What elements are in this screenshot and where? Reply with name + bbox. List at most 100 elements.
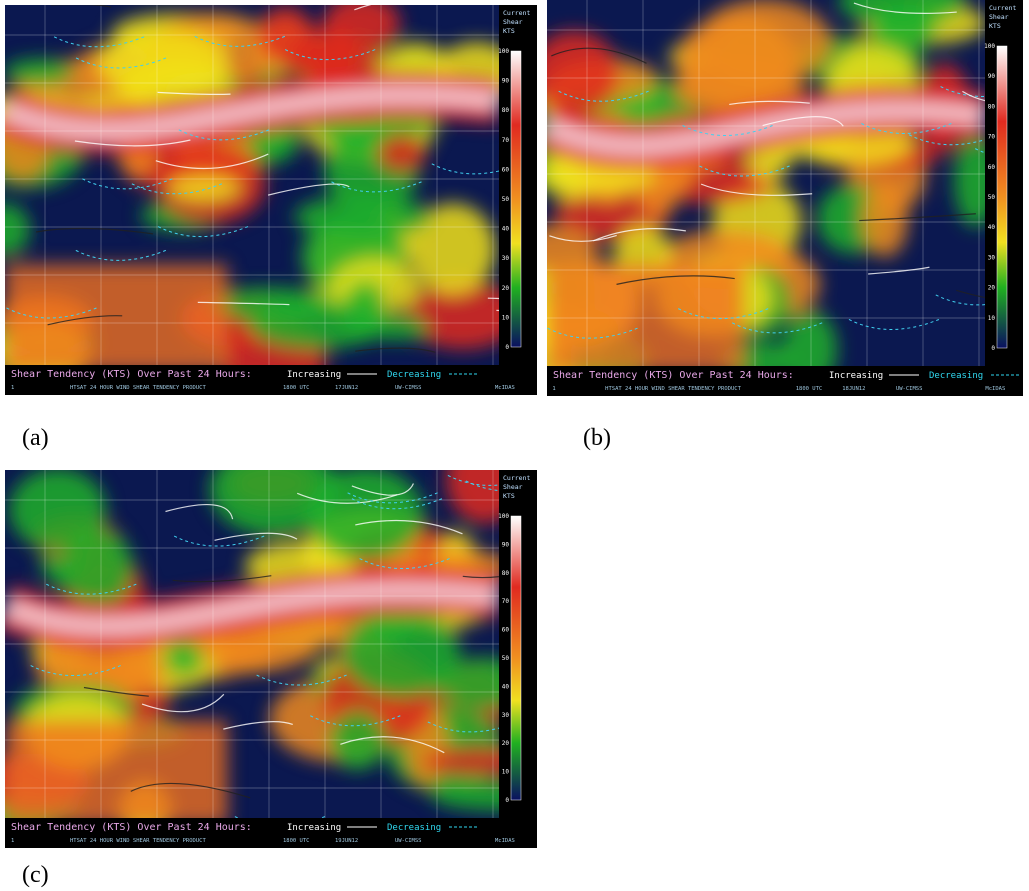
shear-blob: [34, 630, 164, 700]
shear-blob: [257, 6, 314, 65]
contour: [487, 297, 499, 300]
colorbar-tick-label: 100: [498, 513, 509, 520]
colorbar-title: Shear: [503, 18, 523, 26]
contour: [956, 289, 985, 299]
shear-blob: [323, 5, 401, 52]
colorbar-tick-label: 50: [988, 194, 996, 201]
contour-dashed: [310, 715, 401, 727]
panel-label: (a): [22, 425, 49, 451]
colorbar-tick-label: 80: [502, 107, 510, 114]
colorbar-title: KTS: [503, 27, 515, 35]
colorbar-title: Shear: [503, 483, 523, 491]
contour: [593, 228, 686, 242]
contour: [351, 483, 414, 496]
contour-dashed: [284, 49, 376, 61]
footer-time: 1800 UTC: [283, 838, 310, 844]
shear-blob: [446, 470, 499, 524]
colorbar-title: Current: [503, 9, 530, 17]
colorbar-title: KTS: [503, 492, 515, 500]
contour-dashed: [427, 721, 499, 733]
contour: [155, 153, 269, 170]
legend-increasing: Increasing: [829, 371, 883, 381]
footer-software: McIDAS: [495, 385, 515, 391]
contour: [354, 5, 372, 11]
colorbar: [996, 45, 1008, 349]
contour: [462, 575, 499, 579]
colorbar-tick-label: 20: [988, 285, 996, 292]
shear-blob: [167, 175, 241, 202]
footer-frame: 1: [11, 838, 14, 844]
contour-dashed: [731, 322, 823, 334]
contour-dashed: [30, 665, 121, 677]
map-panel: CurrentShearKTS1009080706050403020100She…: [5, 470, 537, 848]
contour: [141, 693, 225, 713]
colorbar-tick-label: 60: [502, 627, 510, 634]
contour: [853, 2, 957, 14]
legend-title: Shear Tendency (KTS) Over Past 24 Hours:: [11, 822, 252, 833]
colorbar-tick-label: 70: [502, 598, 510, 605]
contour: [859, 213, 976, 222]
footer-date: 18JUN12: [842, 386, 865, 392]
contour-dashed: [359, 558, 450, 570]
colorbar-tick-label: 60: [988, 164, 996, 171]
contour: [35, 227, 154, 235]
contour-dashed: [974, 148, 985, 154]
shear-field: [5, 5, 499, 365]
contour: [74, 139, 191, 147]
colorbar-tick-label: 10: [988, 315, 996, 322]
shear-blob: [405, 280, 499, 350]
colorbar-tick-label: 40: [988, 224, 996, 231]
panel-label: (b): [583, 425, 611, 451]
legend-decreasing: Decreasing: [387, 370, 441, 380]
jet-core: [547, 103, 985, 153]
contour-dashed: [46, 583, 137, 595]
contour-dashed: [940, 86, 985, 98]
legend-increasing: Increasing: [287, 370, 341, 380]
contour: [172, 575, 272, 583]
contour-dashed: [178, 129, 269, 141]
contour-dashed: [347, 492, 438, 504]
map-panel: CurrentShearKTS1009080706050403020100She…: [5, 5, 537, 395]
colorbar-tick-label: 80: [502, 570, 510, 577]
contour: [868, 266, 930, 275]
shear-blob: [954, 134, 985, 227]
shear-blob: [676, 15, 799, 110]
footer-software: McIDAS: [495, 838, 515, 844]
contour: [962, 90, 985, 102]
shear-field: [547, 0, 985, 366]
colorbar-tick-label: 0: [991, 345, 995, 352]
footer-product: HTSAT 24 HOUR WIND SHEAR TENDENCY PRODUC…: [70, 838, 206, 844]
colorbar-title: Current: [989, 4, 1016, 12]
contour: [267, 183, 350, 196]
shear-blob: [422, 747, 499, 776]
shear-blob: [377, 133, 426, 173]
colorbar-tick-label: 20: [502, 285, 510, 292]
colorbar-tick-label: 70: [988, 134, 996, 141]
footer-source: UW-CIMSS: [896, 386, 923, 392]
colorbar-tick-label: 30: [502, 712, 510, 719]
shear-blob: [877, 4, 932, 31]
footer-source: UW-CIMSS: [395, 385, 422, 391]
map: [5, 5, 499, 365]
shear-blob: [782, 310, 838, 366]
colorbar-tick-label: 10: [502, 769, 510, 776]
contour-dashed: [75, 249, 167, 261]
contour-dashed: [447, 474, 499, 486]
legend-title: Shear Tendency (KTS) Over Past 24 Hours:: [11, 369, 252, 380]
contour: [223, 721, 293, 730]
contour: [83, 686, 149, 697]
colorbar-tick-label: 10: [502, 314, 510, 321]
shear-blob: [547, 30, 619, 117]
shear-blob: [61, 527, 134, 609]
map: [547, 0, 985, 366]
colorbar-tick-label: 30: [502, 255, 510, 262]
contour-dashed: [157, 226, 249, 238]
shear-blob: [5, 203, 30, 256]
contour: [549, 234, 617, 242]
colorbar-tick-label: 100: [498, 48, 509, 55]
contour: [700, 183, 813, 196]
contour: [214, 532, 298, 541]
contour: [197, 301, 290, 306]
legend-decreasing: Decreasing: [387, 823, 441, 833]
